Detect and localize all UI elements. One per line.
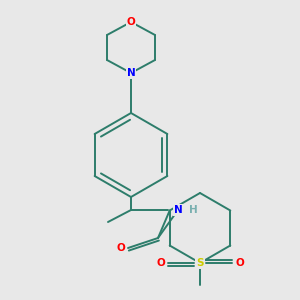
Text: N: N bbox=[174, 205, 182, 215]
Text: O: O bbox=[116, 243, 125, 253]
Text: O: O bbox=[156, 258, 165, 268]
Text: N: N bbox=[196, 258, 204, 268]
Text: N: N bbox=[127, 68, 135, 78]
Text: O: O bbox=[235, 258, 244, 268]
Text: S: S bbox=[196, 258, 204, 268]
Text: O: O bbox=[127, 17, 135, 27]
Text: H: H bbox=[189, 205, 197, 215]
